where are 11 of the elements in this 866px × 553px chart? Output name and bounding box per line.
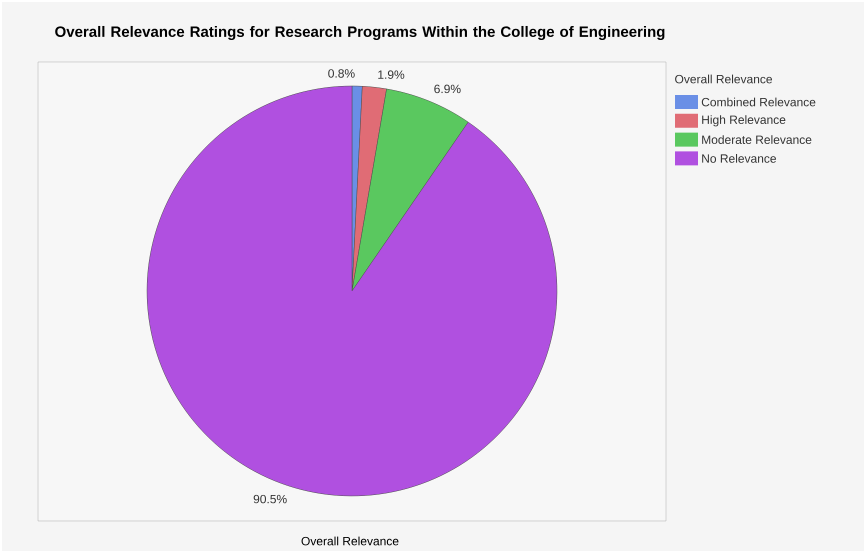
legend-label: Combined Relevance <box>702 98 816 106</box>
legend-label: High Relevance <box>702 115 786 126</box>
data-label: 6.9% <box>434 84 461 94</box>
legend-label: Moderate Relevance <box>702 135 812 144</box>
legend-label: No Relevance <box>702 154 776 163</box>
data-label: 90.5% <box>254 494 287 504</box>
text: Overall Relevance <box>302 536 398 546</box>
chart-title: Overall Relevance Ratings for Research Programs Within the College of Engineering <box>55 26 664 40</box>
legend-title: Overall Relevance <box>675 74 772 84</box>
data-label: 0.8% <box>328 69 355 78</box>
data-label: 1.9% <box>378 70 404 79</box>
